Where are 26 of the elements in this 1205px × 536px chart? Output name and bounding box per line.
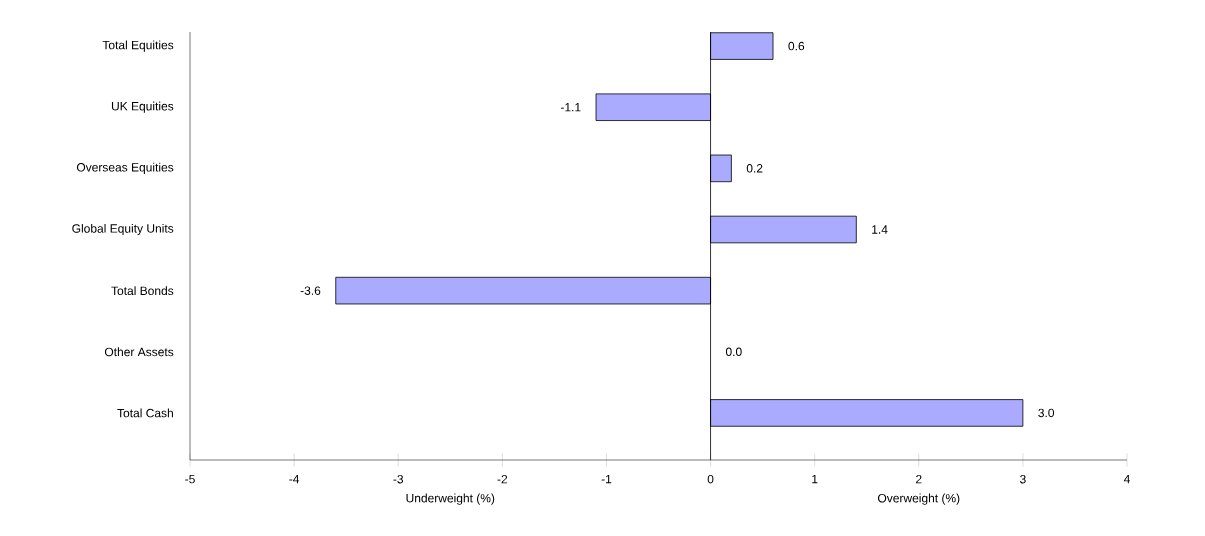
- y-tick-label: Total Bonds: [111, 286, 174, 296]
- text: Overweight (%): [878, 493, 960, 505]
- x-tick-label: -3: [393, 474, 404, 484]
- data-label: 0.2: [746, 164, 763, 173]
- x-tick-label: 0: [707, 474, 714, 484]
- x-tick-label: -4: [289, 474, 300, 484]
- x-tick-label: 2: [916, 474, 922, 484]
- data-label: -1.1: [560, 103, 581, 112]
- data-label: -3.6: [300, 286, 321, 295]
- text: Underweight (%): [406, 493, 495, 505]
- data-label: 3.0: [1038, 408, 1055, 418]
- x-tick-label: 1: [812, 474, 818, 484]
- y-tick-label: Global Equity Units: [72, 223, 174, 236]
- x-tick-label: 4: [1123, 474, 1130, 484]
- data-label: 0.6: [788, 41, 805, 51]
- y-tick-label: Other Assets: [104, 347, 174, 357]
- data-label: 1.4: [872, 225, 888, 234]
- x-tick-label: 3: [1020, 474, 1026, 484]
- y-tick-label: Total Cash: [117, 408, 173, 418]
- x-tick-label: -2: [497, 474, 508, 484]
- y-tick-label: Overseas Equities: [76, 162, 174, 174]
- y-tick-label: Total Equities: [102, 40, 174, 52]
- x-tick-label: -5: [185, 474, 195, 484]
- data-label: 0.0: [725, 347, 742, 357]
- x-tick-label: -1: [601, 474, 612, 484]
- y-tick-label: UK Equities: [111, 101, 174, 113]
